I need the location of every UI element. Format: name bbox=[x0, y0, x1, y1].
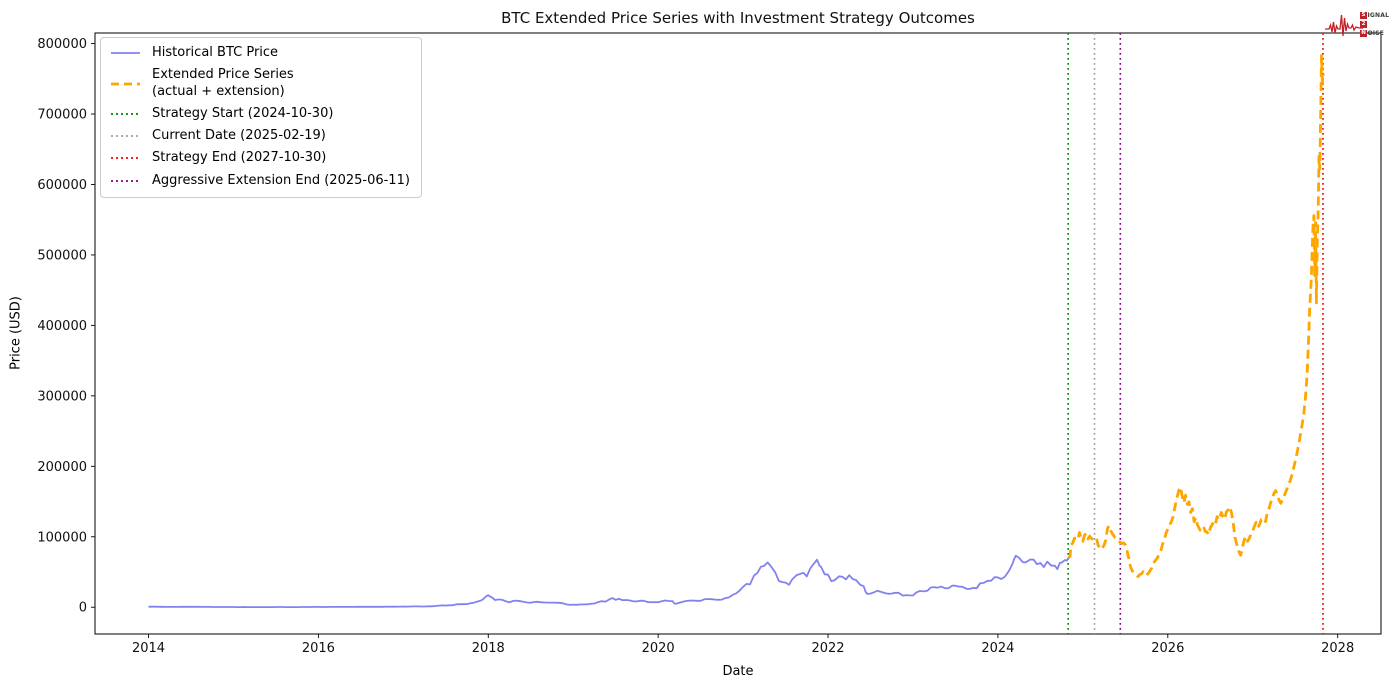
legend-label: Extended Price Series (actual + extension… bbox=[152, 67, 294, 99]
logo-line-noise: N OISE bbox=[1360, 29, 1385, 37]
legend-label: Aggressive Extension End (2025-06-11) bbox=[152, 172, 410, 188]
legend-label: Strategy End (2027-10-30) bbox=[152, 150, 327, 166]
signal2noise-logo: S IGNAL 2 N OISE bbox=[1325, 3, 1389, 45]
y-tick-label: 200000 bbox=[37, 460, 87, 475]
x-tick-label: 2018 bbox=[472, 641, 505, 656]
plot-frame bbox=[94, 32, 1382, 635]
legend-sample-aggressive-end-line bbox=[111, 179, 140, 182]
series-historical-btc bbox=[148, 554, 1071, 608]
logo-line-2: 2 bbox=[1360, 20, 1389, 28]
logo-line-signal: S IGNAL bbox=[1360, 11, 1389, 19]
legend-sample-strategy-start-line bbox=[111, 113, 140, 115]
legend-item-strategy-end: Strategy End (2027-10-30) bbox=[110, 150, 410, 166]
y-tick-label: 700000 bbox=[37, 108, 87, 123]
y-tick-label: 500000 bbox=[37, 248, 87, 263]
legend-sample-historical-line bbox=[111, 52, 140, 55]
legend-item-historical: Historical BTC Price bbox=[110, 45, 410, 61]
x-tick-label: 2014 bbox=[132, 641, 165, 656]
legend-item-strategy-start: Strategy Start (2024-10-30) bbox=[110, 106, 410, 122]
legend-item-extended: Extended Price Series (actual + extension… bbox=[110, 67, 410, 100]
legend-item-current-date: Current Date (2025-02-19) bbox=[110, 128, 410, 144]
y-axis-label: Price (USD) bbox=[8, 296, 24, 370]
x-axis-label: Date bbox=[722, 664, 754, 679]
legend-sample-extended-line bbox=[111, 82, 140, 85]
legend: Historical BTC Price Extended Price Seri… bbox=[100, 37, 422, 198]
legend-sample-current-date-line bbox=[111, 135, 140, 137]
series-extended-price bbox=[1067, 54, 1325, 578]
chart-title: BTC Extended Price Series with Investmen… bbox=[501, 9, 975, 27]
heartbeat-waveform-icon bbox=[1325, 14, 1363, 37]
y-tick-label: 300000 bbox=[37, 389, 87, 404]
legend-label: Strategy Start (2024-10-30) bbox=[152, 105, 334, 121]
logo-letterbox-n: N bbox=[1360, 29, 1367, 37]
x-tick-label: 2016 bbox=[302, 641, 335, 656]
y-tick-label: 100000 bbox=[37, 530, 87, 545]
x-tick-label: 2020 bbox=[642, 641, 675, 656]
y-tick-label: 800000 bbox=[37, 37, 87, 52]
legend-label: Historical BTC Price bbox=[152, 45, 279, 60]
y-tick-label: 0 bbox=[79, 601, 87, 616]
legend-sample-strategy-end-line bbox=[111, 157, 140, 160]
x-tick-label: 2024 bbox=[981, 641, 1014, 656]
legend-item-aggressive-end: Aggressive Extension End (2025-06-11) bbox=[110, 173, 410, 189]
y-tick-label: 600000 bbox=[37, 178, 87, 193]
logo-letterbox-s: S bbox=[1360, 11, 1367, 19]
x-tick-label: 2026 bbox=[1151, 641, 1184, 656]
logo-text: S IGNAL 2 N OISE bbox=[1360, 11, 1389, 37]
legend-label: Current Date (2025-02-19) bbox=[152, 128, 326, 143]
logo-letterbox-2: 2 bbox=[1360, 20, 1367, 28]
x-tick-label: 2022 bbox=[811, 641, 844, 656]
x-tick-label: 2028 bbox=[1321, 641, 1354, 656]
y-tick-label: 400000 bbox=[37, 319, 87, 334]
